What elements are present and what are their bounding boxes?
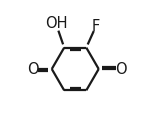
Text: OH: OH: [45, 16, 67, 31]
Text: O: O: [115, 62, 127, 76]
Text: F: F: [92, 19, 100, 34]
Text: O: O: [27, 62, 38, 76]
